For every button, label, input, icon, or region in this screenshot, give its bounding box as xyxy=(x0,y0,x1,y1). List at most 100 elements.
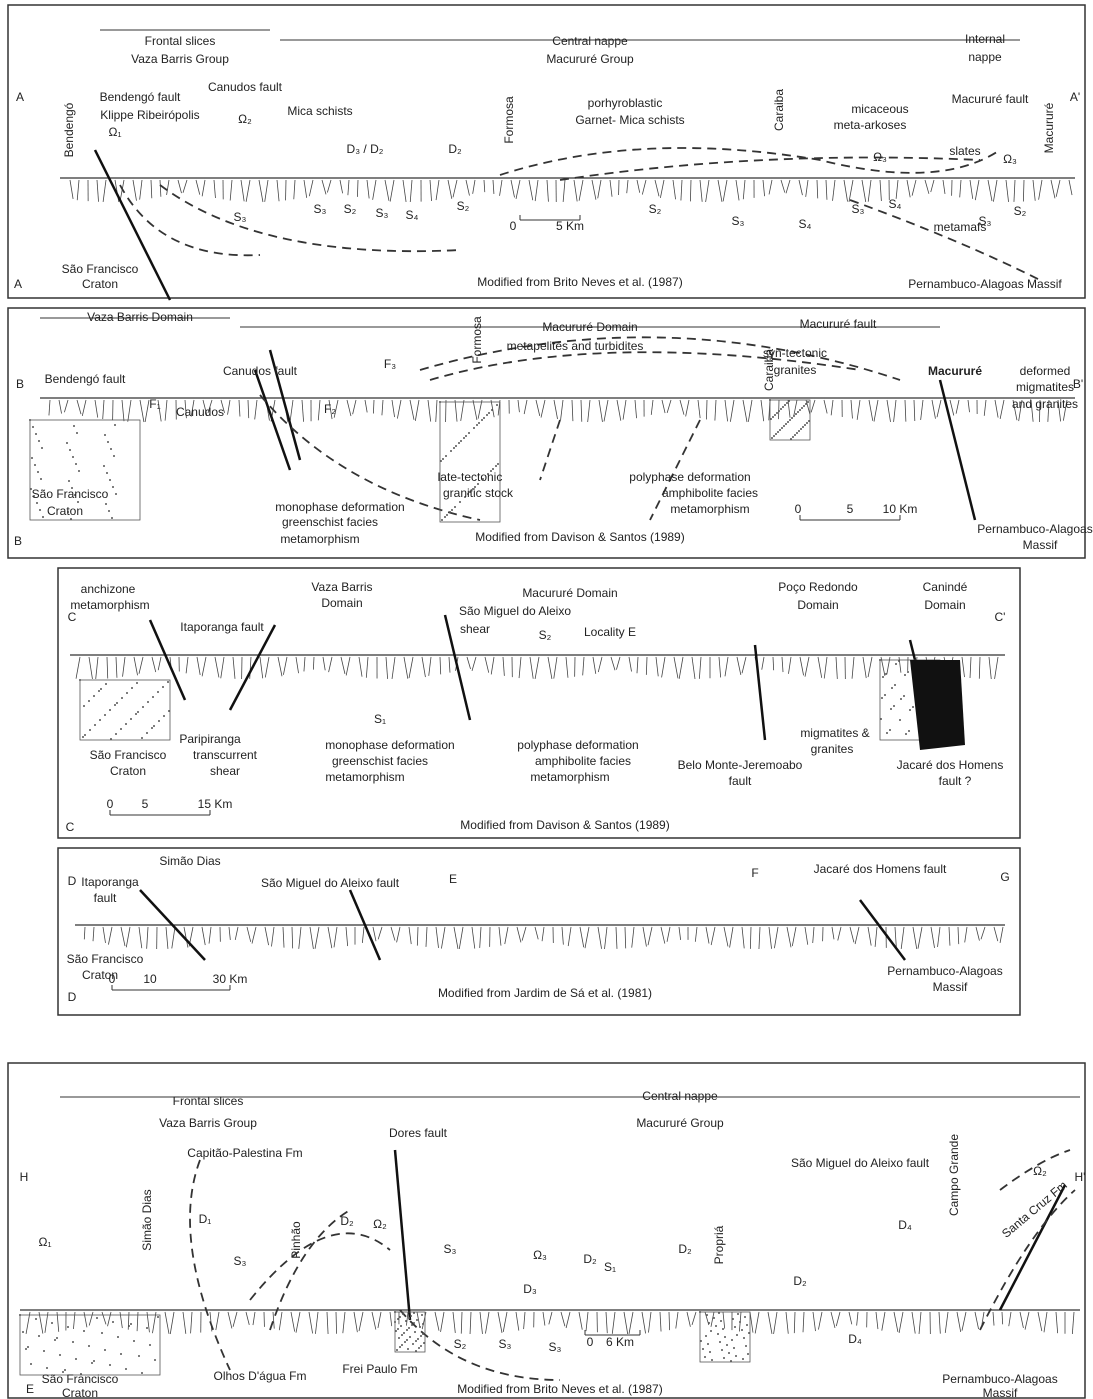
line xyxy=(661,927,665,944)
line xyxy=(365,400,367,412)
line xyxy=(84,1312,87,1327)
line xyxy=(292,927,293,948)
line xyxy=(862,180,866,202)
line xyxy=(283,657,287,675)
dot xyxy=(491,409,493,411)
line xyxy=(604,400,608,421)
label: Frontal slices xyxy=(173,1094,244,1108)
dot xyxy=(739,1321,741,1323)
dot xyxy=(783,425,785,427)
label: Vaza Barris xyxy=(311,580,372,594)
label: B xyxy=(14,534,22,548)
dot xyxy=(784,404,786,406)
line xyxy=(102,1312,106,1324)
line xyxy=(844,180,848,202)
line xyxy=(449,657,450,673)
dot xyxy=(891,687,893,689)
line xyxy=(718,180,722,202)
dot xyxy=(731,1339,733,1341)
dot xyxy=(497,463,499,465)
line xyxy=(152,657,156,672)
line xyxy=(518,400,519,412)
dot xyxy=(101,1332,103,1334)
line xyxy=(800,657,804,675)
dot xyxy=(420,1335,422,1337)
line xyxy=(473,400,477,420)
line xyxy=(97,180,99,202)
dot xyxy=(73,425,75,427)
line xyxy=(233,657,235,679)
label: 0 xyxy=(510,219,517,233)
line xyxy=(503,657,504,676)
line xyxy=(981,927,985,939)
line xyxy=(737,657,741,675)
label: amphibolite facies xyxy=(535,754,631,768)
line xyxy=(354,1312,357,1332)
dot xyxy=(27,1346,29,1348)
dot xyxy=(37,471,39,473)
dot xyxy=(719,1341,721,1343)
line xyxy=(315,1312,318,1334)
line xyxy=(485,1312,489,1334)
dot xyxy=(715,1325,717,1327)
line xyxy=(322,180,326,194)
line xyxy=(221,657,224,678)
label: Craton xyxy=(47,504,83,518)
dot xyxy=(733,1347,735,1349)
line xyxy=(448,180,452,199)
dot xyxy=(893,705,895,707)
line xyxy=(616,657,620,670)
dot xyxy=(401,1334,403,1336)
line xyxy=(524,400,527,414)
line xyxy=(260,657,263,678)
line xyxy=(937,400,941,417)
label: S₄ xyxy=(799,217,812,231)
line xyxy=(215,657,219,677)
line xyxy=(869,400,873,421)
dot xyxy=(105,683,107,685)
line xyxy=(1056,1312,1058,1333)
line xyxy=(907,180,910,197)
line xyxy=(896,180,898,199)
label: S₂ xyxy=(457,199,470,213)
line xyxy=(574,180,577,201)
line xyxy=(857,400,860,420)
dot xyxy=(483,417,485,419)
black-body xyxy=(910,660,965,750)
dot xyxy=(797,411,799,413)
dot xyxy=(112,486,114,488)
line xyxy=(247,927,251,942)
line xyxy=(277,180,279,201)
line xyxy=(836,1312,840,1326)
line xyxy=(470,1312,471,1334)
line xyxy=(542,927,544,941)
line xyxy=(302,400,304,422)
line xyxy=(1000,400,1004,419)
dot xyxy=(109,1364,111,1366)
line xyxy=(304,657,305,671)
dot xyxy=(152,696,154,698)
label: transcurrent xyxy=(193,748,258,762)
dot xyxy=(795,413,797,415)
line xyxy=(547,180,548,202)
line xyxy=(160,180,161,197)
line xyxy=(566,657,568,678)
label: S₃ xyxy=(499,1337,512,1351)
dot xyxy=(117,1336,119,1338)
label: fault xyxy=(729,774,752,788)
line xyxy=(579,180,583,201)
label: D₂ xyxy=(340,1214,354,1228)
label: F xyxy=(751,866,758,880)
label: porhyroblastic xyxy=(588,96,663,110)
label: 0 xyxy=(109,972,116,986)
line xyxy=(406,1312,408,1326)
dot xyxy=(486,414,488,416)
line xyxy=(667,400,671,413)
line xyxy=(172,927,175,948)
dot xyxy=(782,406,784,408)
dot xyxy=(416,1319,418,1321)
line xyxy=(690,180,691,201)
line xyxy=(805,927,808,945)
label: shear xyxy=(210,764,240,778)
line xyxy=(122,400,124,421)
